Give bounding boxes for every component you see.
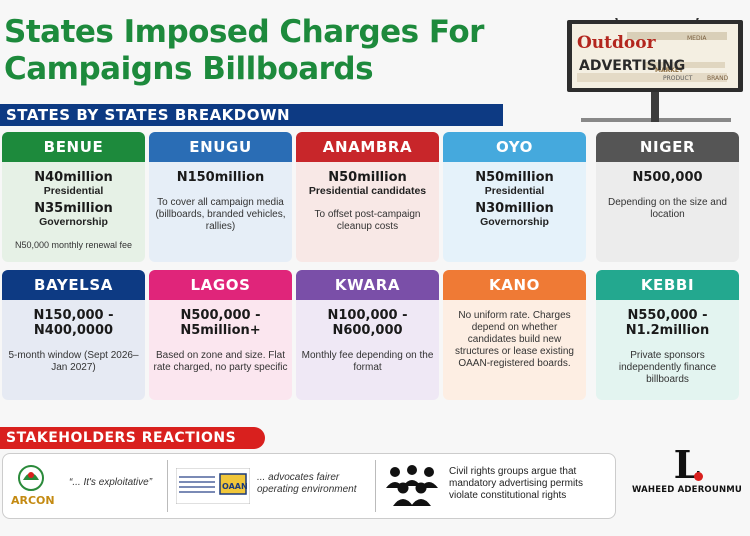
- people-group-icon: [386, 465, 438, 506]
- cloud-word-4: BRAND: [707, 75, 729, 82]
- charge-amount: N40million: [34, 170, 113, 185]
- state-details: N100,000 - N600,000 Monthly fee depending…: [296, 300, 439, 378]
- charge-amount: N35million: [34, 201, 113, 216]
- state-name: KANO: [443, 270, 586, 300]
- billboard-outdoor-text: Outdoor: [577, 33, 657, 53]
- cloud-word-3: MEDIA: [687, 35, 707, 42]
- stakeholders-title-bar: STAKEHOLDERS REACTIONS: [0, 427, 265, 449]
- billboard-pole: [651, 88, 659, 122]
- section-title-bar: STATES BY STATES BREAKDOWN: [0, 104, 503, 126]
- title-line-1: States Imposed Charges For: [4, 14, 484, 50]
- state-card-benue: BENUE N40million Presidential N35million Gov…: [2, 132, 145, 262]
- arcon-logo: ARCON: [11, 465, 55, 507]
- charge-category: Governorship: [39, 216, 108, 228]
- state-card-bayelsa: BAYELSA N150,000 - N400,0000 5-month windo…: [2, 270, 145, 400]
- state-card-kwara: KWARA N100,000 - N600,000 Monthly fee depe…: [296, 270, 439, 400]
- title-line-2: Campaigns Billboards: [4, 51, 374, 87]
- state-details: N40million Presidential N35million Governor…: [2, 162, 145, 255]
- stakeholders-box: ARCON “... It's exploitative” OAAN ... a…: [2, 453, 616, 519]
- state-card-anambra: ANAMBRA N50million Presidential candidates…: [296, 132, 439, 262]
- state-details: N150,000 - N400,0000 5-month window (Sept…: [2, 300, 145, 378]
- divider: [167, 460, 168, 512]
- state-details: N550,000 - N1.2million Private sponsors i…: [596, 300, 739, 390]
- state-name: BENUE: [2, 132, 145, 162]
- charge-amount: N50million: [475, 170, 554, 185]
- state-card-oyo: OYO N50million Presidential N30million Gover…: [443, 132, 586, 262]
- charge-category: Presidential: [43, 185, 104, 197]
- state-name: OYO: [443, 132, 586, 162]
- charge-amount: N550,000 - N1.2million: [625, 308, 710, 338]
- state-name: KWARA: [296, 270, 439, 300]
- charge-note: To offset post-campaign cleanup costs: [314, 209, 421, 232]
- oaan-logo: OAAN: [176, 468, 250, 504]
- brand-logo-dot: [694, 472, 703, 481]
- charge-note: To cover all campaign media (billboards,…: [155, 197, 286, 232]
- billboard-illustration: MARKET PRODUCT MEDIA BRAND Outdoor ADVER…: [567, 18, 743, 122]
- cloud-word-1: MARKET: [655, 67, 684, 74]
- charge-note: 5-month window (Sept 2026–Jan 2027): [8, 350, 139, 373]
- charge-amount: N30million: [475, 201, 554, 216]
- state-card-lagos: LAGOS N500,000 - N5million+ Based on zone …: [149, 270, 292, 400]
- state-card-niger: NIGER N500,000 Depending on the size and l…: [596, 132, 739, 262]
- state-details: N500,000 Depending on the size and locati…: [596, 162, 739, 225]
- brand-mark: L WAHEED ADEROUNMU: [628, 445, 746, 505]
- charge-note: Depending on the size and location: [608, 197, 727, 220]
- charge-note: No uniform rate. Charges depend on wheth…: [455, 310, 574, 369]
- oaan-quote: ... advocates fairer operating environme…: [257, 472, 357, 495]
- charge-category: Presidential candidates: [308, 185, 427, 197]
- charge-note: N50,000 monthly renewal fee: [14, 240, 133, 250]
- state-card-enugu: ENUGU N150million To cover all campaign me…: [149, 132, 292, 262]
- state-card-kano: KANO No uniform rate. Charges depend on w…: [443, 270, 586, 400]
- cloud-word-2: PRODUCT: [663, 75, 693, 82]
- charge-category: Presidential: [484, 185, 545, 197]
- state-name: KEBBI: [596, 270, 739, 300]
- state-name: ANAMBRA: [296, 132, 439, 162]
- billboard-advertising-text: ADVERTISING: [579, 58, 685, 74]
- state-details: N50million Presidential N30million Governor…: [443, 162, 586, 232]
- state-details: N500,000 - N5million+ Based on zone and s…: [149, 300, 292, 378]
- state-details: N150million To cover all campaign media (…: [149, 162, 292, 237]
- charge-amount: N50million: [328, 170, 407, 185]
- charge-amount: N500,000 - N5million+: [180, 308, 261, 338]
- state-name: LAGOS: [149, 270, 292, 300]
- page-title: States Imposed Charges For Campaigns Bil…: [4, 14, 484, 88]
- charge-amount: N150,000 - N400,0000: [33, 308, 114, 338]
- divider: [375, 460, 376, 512]
- brand-name: WAHEED ADEROUNMU: [631, 485, 743, 495]
- state-name: ENUGU: [149, 132, 292, 162]
- state-details: No uniform rate. Charges depend on wheth…: [443, 300, 586, 374]
- civil-rights-quote: Civil rights groups argue that mandatory…: [449, 466, 583, 501]
- arcon-quote: “... It's exploitative”: [69, 477, 153, 488]
- state-name: NIGER: [596, 132, 739, 162]
- charge-note: Private sponsors independently finance b…: [618, 350, 717, 385]
- charge-note: Monthly fee depending on the format: [301, 350, 434, 373]
- charge-amount: N100,000 - N600,000: [327, 308, 408, 338]
- charge-category: Governorship: [480, 216, 549, 228]
- state-name: BAYELSA: [2, 270, 145, 300]
- charge-note: Based on zone and size. Flat rate charge…: [153, 350, 288, 373]
- state-details: N50million Presidential candidates To offs…: [296, 162, 439, 237]
- oaan-logo-text: OAAN: [222, 482, 248, 491]
- charge-amount: N150million: [176, 170, 265, 185]
- state-card-kebbi: KEBBI N550,000 - N1.2million Private spons…: [596, 270, 739, 400]
- charge-amount: N500,000: [632, 170, 703, 185]
- arcon-logo-text: ARCON: [11, 494, 55, 507]
